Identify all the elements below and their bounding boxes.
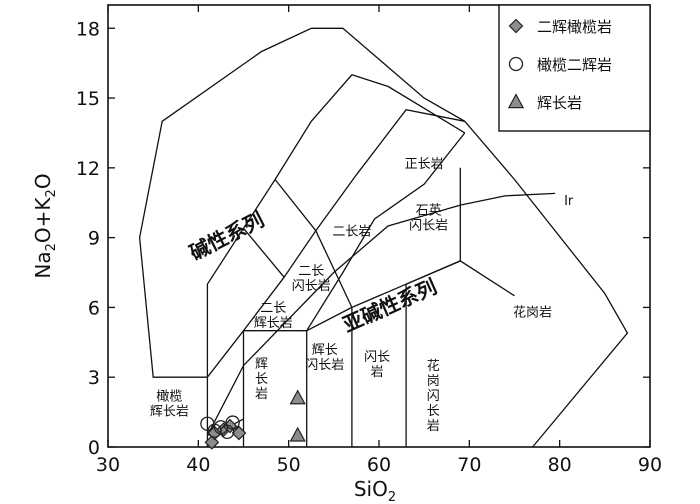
field-label-line: 花岗岩	[513, 305, 552, 321]
y-axis-title-part: O	[31, 173, 55, 189]
legend-label: 二辉橄榄岩	[537, 18, 612, 36]
y-tick-label: 12	[76, 158, 100, 180]
x-tick-label: 50	[277, 454, 301, 476]
field-boundaries	[138, 27, 629, 448]
x-axis-title-main: SiO	[354, 477, 388, 501]
data-points	[200, 389, 306, 450]
field-label-line: 二长岩	[332, 224, 371, 239]
data-point-circle	[225, 415, 240, 430]
x-tick-label: 40	[186, 454, 210, 476]
field-label-line: 闪长岩	[305, 358, 344, 373]
x-tick-label: 30	[96, 454, 120, 476]
field-label-line: 辉长	[312, 343, 338, 358]
field-label: 辉长闪长岩	[305, 343, 344, 373]
field-label: 正长岩	[405, 157, 444, 172]
x-tick-label: 60	[367, 454, 391, 476]
y-tick-label: 9	[88, 228, 100, 250]
boundary-line	[306, 132, 466, 447]
field-label: Ir	[564, 194, 574, 209]
field-label-line: 辉	[255, 357, 268, 372]
x-tick-label: 80	[548, 454, 572, 476]
field-label-line: Ir	[564, 194, 574, 209]
legend-label: 橄榄二辉岩	[537, 56, 612, 74]
legend-marker-triangle	[507, 93, 525, 109]
legend-marker-diamond	[508, 18, 524, 34]
field-label-line: 橄榄	[156, 388, 182, 404]
y-tick-label: 18	[76, 18, 100, 40]
field-label-line: 闪长岩	[292, 279, 331, 294]
y-tick-label: 6	[88, 297, 100, 319]
y-axis-title-part: 2	[44, 243, 59, 251]
boundary-line	[274, 179, 317, 232]
field-label: 二长闪长岩	[292, 264, 331, 294]
field-label-line: 岩	[427, 419, 440, 434]
field-label: 辉长岩	[255, 357, 268, 402]
data-point-triangle	[289, 426, 306, 442]
field-label-line: 花	[427, 358, 440, 374]
field-label-line: 石英	[416, 203, 442, 218]
legend-marker-circle	[508, 56, 524, 72]
field-label-line: 闪长	[364, 350, 390, 365]
boundary-line	[138, 27, 629, 448]
field-label-line: 岩	[371, 365, 384, 380]
field-label-line: 闪	[427, 389, 440, 404]
field-label-line: 闪长岩	[409, 218, 448, 233]
y-axis-title-part: 2	[44, 189, 59, 197]
x-axis-title-sub: 2	[388, 490, 396, 504]
y-tick-label: 0	[88, 437, 100, 459]
y-tick-label: 15	[76, 88, 100, 110]
field-label-line: 长	[255, 372, 268, 387]
field-label: 二长岩	[332, 224, 371, 239]
boundary-line	[405, 167, 461, 447]
y-tick-label: 3	[88, 367, 100, 389]
x-axis-title: SiO2	[354, 477, 396, 504]
series-label: 碱性系列	[186, 207, 268, 265]
data-point-triangle	[289, 389, 306, 405]
data-point-diamond	[231, 425, 247, 441]
y-axis-title-part: O+K	[31, 197, 55, 244]
field-label-line: 辉长岩	[150, 404, 189, 419]
y-axis-title: Na2O+K2O	[31, 173, 59, 278]
field-label: 橄榄辉长岩	[150, 388, 189, 419]
x-tick-label: 70	[457, 454, 481, 476]
field-label-line: 长	[427, 404, 440, 419]
field-label-line: 岗	[427, 374, 440, 389]
field-label-line: 二长	[260, 301, 286, 316]
field-label-line: 正长岩	[405, 157, 444, 172]
boundary-line	[206, 74, 466, 447]
field-label-line: 岩	[255, 387, 268, 402]
boundary-line	[315, 230, 353, 447]
boundary-line	[206, 192, 556, 436]
x-tick-label: 90	[638, 454, 662, 476]
field-label: 闪长岩	[364, 350, 390, 380]
field-label: 花岗岩	[513, 305, 552, 321]
field-label-line: 二长	[298, 264, 324, 279]
field-label: 花岗闪长岩	[427, 358, 440, 434]
field-label: 二长辉长岩	[254, 301, 293, 331]
y-axis-title-part: Na	[31, 251, 55, 278]
field-label-line: 辉长岩	[254, 316, 293, 331]
boundary-line	[242, 227, 285, 278]
field-label: 石英闪长岩	[409, 203, 448, 233]
legend-label: 辉长岩	[537, 94, 582, 112]
legend-box	[498, 4, 651, 132]
